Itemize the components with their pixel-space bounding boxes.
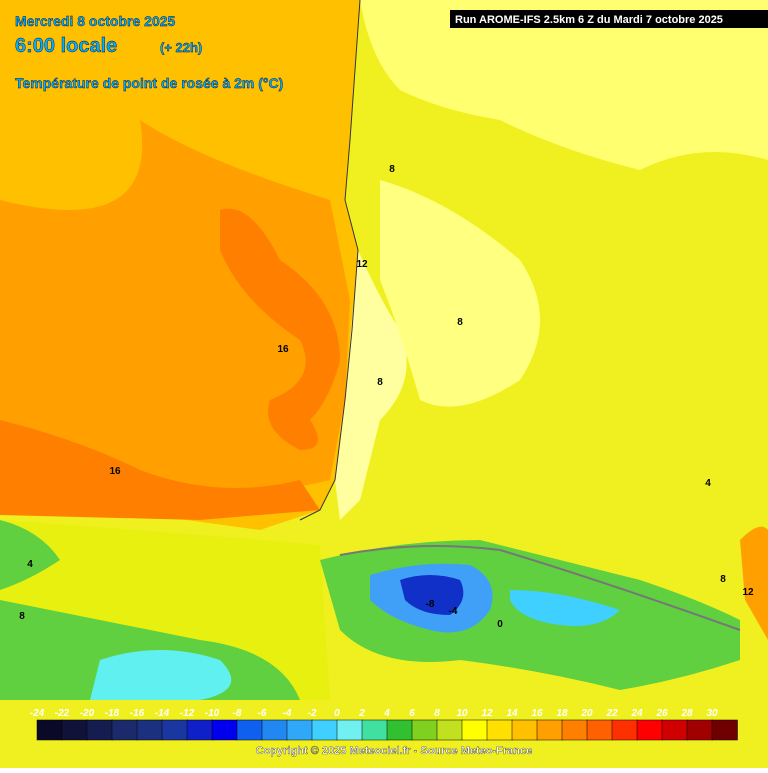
colorbar-tick-label: 2 xyxy=(358,708,365,719)
colorbar-swatch xyxy=(336,719,363,741)
colorbar-swatch xyxy=(561,719,588,741)
colorbar-swatch xyxy=(686,719,713,741)
contour-label: -8 xyxy=(426,599,435,610)
colorbar-swatch xyxy=(711,719,738,741)
contour-label: 12 xyxy=(356,259,368,270)
colorbar-swatch xyxy=(286,719,313,741)
colorbar-swatch xyxy=(161,719,188,741)
run-label: Run AROME-IFS 2.5km 6 Z du Mardi 7 octob… xyxy=(455,14,723,26)
colorbar-swatch xyxy=(436,719,463,741)
colorbar-tick-label: -16 xyxy=(130,708,145,719)
colorbar-tick-label: 26 xyxy=(655,708,668,719)
colorbar-swatch xyxy=(136,719,163,741)
colorbar-swatch xyxy=(511,719,538,741)
contour-label: 8 xyxy=(389,164,395,175)
colorbar-swatch xyxy=(661,719,688,741)
colorbar-swatch xyxy=(361,719,388,741)
colorbar-swatch xyxy=(386,719,413,741)
contour-label: 8 xyxy=(457,317,463,328)
colorbar-tick-label: 6 xyxy=(409,708,415,719)
colorbar-tick-label: 14 xyxy=(506,708,518,719)
colorbar-tick-label: 28 xyxy=(680,708,693,719)
colorbar-swatch xyxy=(536,719,563,741)
colorbar-tick-label: 22 xyxy=(605,708,618,719)
colorbar-tick-label: -10 xyxy=(205,708,220,719)
colorbar-swatch xyxy=(611,719,638,741)
time: 6:00 locale xyxy=(15,35,117,57)
colorbar-swatch xyxy=(111,719,138,741)
copyright: Copyright © 2025 Meteociel.fr - Source M… xyxy=(256,745,532,757)
colorbar-tick-label: -24 xyxy=(30,708,45,719)
colorbar-tick-label: -4 xyxy=(283,708,292,719)
colorbar-swatch xyxy=(86,719,113,741)
colorbar-tick-label: -6 xyxy=(258,708,267,719)
colorbar-tick-label: 12 xyxy=(481,708,493,719)
parameter: Température de point de rosée à 2m (°C) xyxy=(15,75,283,91)
contour-label: 16 xyxy=(277,344,289,355)
contour-label: 4 xyxy=(27,559,33,570)
colorbar-tick-label: 24 xyxy=(630,708,643,719)
contour-label: 8 xyxy=(19,611,25,622)
contour-label: 12 xyxy=(742,587,754,598)
colorbar-swatch xyxy=(486,719,513,741)
contour-label: 16 xyxy=(109,466,121,477)
colorbar-tick-label: 30 xyxy=(706,708,718,719)
contour-label: -4 xyxy=(449,606,458,617)
lead-time: (+ 22h) xyxy=(160,40,202,55)
colorbar-tick-label: -8 xyxy=(233,708,242,719)
colorbar-tick-label: -18 xyxy=(105,708,120,719)
contour-label: 8 xyxy=(720,574,726,585)
colorbar-swatch xyxy=(61,719,88,741)
colorbar-swatch xyxy=(236,719,263,741)
contour-label: 8 xyxy=(377,377,383,388)
colorbar-tick-label: 8 xyxy=(434,708,440,719)
colorbar-tick-label: -22 xyxy=(55,708,70,719)
colorbar: -24 -22 -20 -18 -16 -14 -12 -10 -8 -6 -4 -2 0 2 4 6 8 10 1… xyxy=(30,708,738,741)
colorbar-tick-label: 18 xyxy=(556,708,568,719)
colorbar-tick-label: -2 xyxy=(308,708,317,719)
colorbar-swatch xyxy=(461,719,488,741)
contour-label: 0 xyxy=(497,619,503,630)
contour-label: 4 xyxy=(705,478,711,489)
colorbar-swatch xyxy=(186,719,213,741)
date: Mercredi 8 octobre 2025 xyxy=(15,13,176,29)
colorbar-tick-label: 4 xyxy=(383,708,390,719)
colorbar-swatch xyxy=(636,719,663,741)
colorbar-tick-label: 0 xyxy=(334,708,340,719)
colorbar-swatch xyxy=(211,719,238,741)
colorbar-swatch xyxy=(36,719,63,741)
colorbar-tick-label: -14 xyxy=(155,708,170,719)
colorbar-tick-label: 16 xyxy=(531,708,543,719)
colorbar-swatch xyxy=(261,719,288,741)
colorbar-tick-label: -12 xyxy=(180,708,195,719)
run-box xyxy=(450,10,768,28)
colorbar-swatch xyxy=(586,719,613,741)
colorbar-tick-label: -20 xyxy=(80,708,95,719)
colorbar-tick-label: 20 xyxy=(580,708,593,719)
colorbar-tick-label: 10 xyxy=(456,708,468,719)
colorbar-swatch xyxy=(411,719,438,741)
colorbar-swatch xyxy=(311,719,338,741)
contour-labels: 16 16 12 8 8 8 8 4 4 0 -4 -8 8 12 xyxy=(19,164,754,630)
